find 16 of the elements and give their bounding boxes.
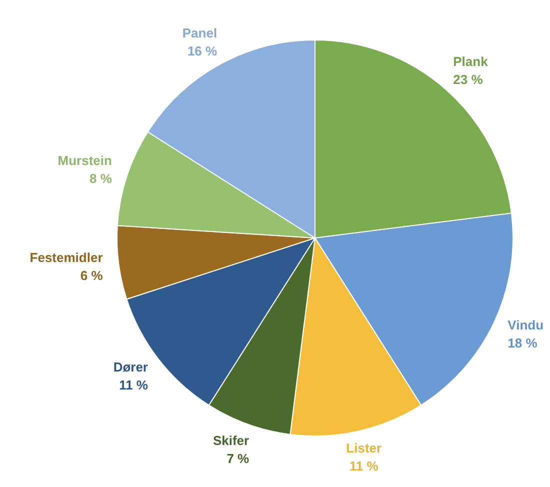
data-label: 6 %: [80, 268, 104, 284]
slice-label: Lister: [346, 440, 382, 456]
slice-label: Murstein: [58, 152, 112, 168]
slice-label: Skifer: [212, 432, 250, 448]
slice-label: Dører: [113, 359, 148, 374]
slice-label: Panel: [182, 26, 218, 41]
data-label: 8 %: [90, 170, 112, 186]
data-label: 7 %: [226, 450, 250, 466]
slice-label: Festemidler: [30, 250, 103, 266]
data-label: 23 %: [453, 72, 484, 87]
data-label: 11 %: [119, 377, 148, 392]
slice-label: Plank: [453, 54, 489, 69]
data-label: 11 %: [349, 458, 379, 474]
data-label: 18 %: [508, 335, 538, 350]
slice-label: Vindu: [508, 317, 544, 332]
data-label: 16 %: [187, 44, 218, 59]
